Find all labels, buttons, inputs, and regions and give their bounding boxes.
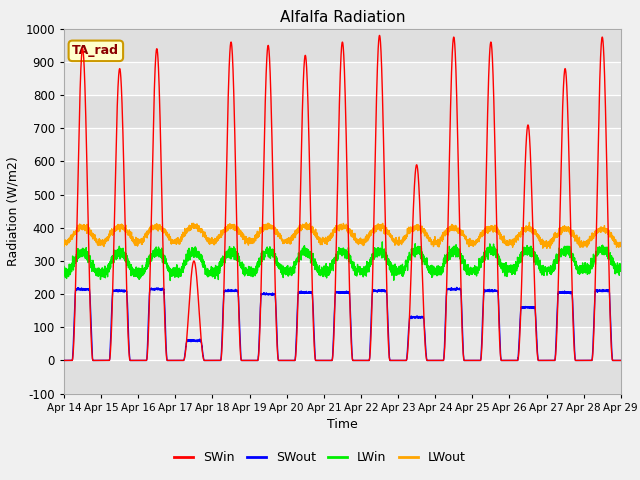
Bar — [64, 360, 621, 394]
Y-axis label: Radiation (W/m2): Radiation (W/m2) — [7, 156, 20, 266]
Bar — [64, 228, 621, 261]
Title: Alfalfa Radiation: Alfalfa Radiation — [280, 10, 405, 25]
Bar — [64, 294, 621, 327]
Bar — [64, 29, 621, 62]
Bar — [64, 95, 621, 128]
Text: TA_rad: TA_rad — [72, 44, 119, 57]
X-axis label: Time: Time — [327, 418, 358, 431]
Legend: SWin, SWout, LWin, LWout: SWin, SWout, LWin, LWout — [170, 446, 470, 469]
Bar — [64, 161, 621, 194]
